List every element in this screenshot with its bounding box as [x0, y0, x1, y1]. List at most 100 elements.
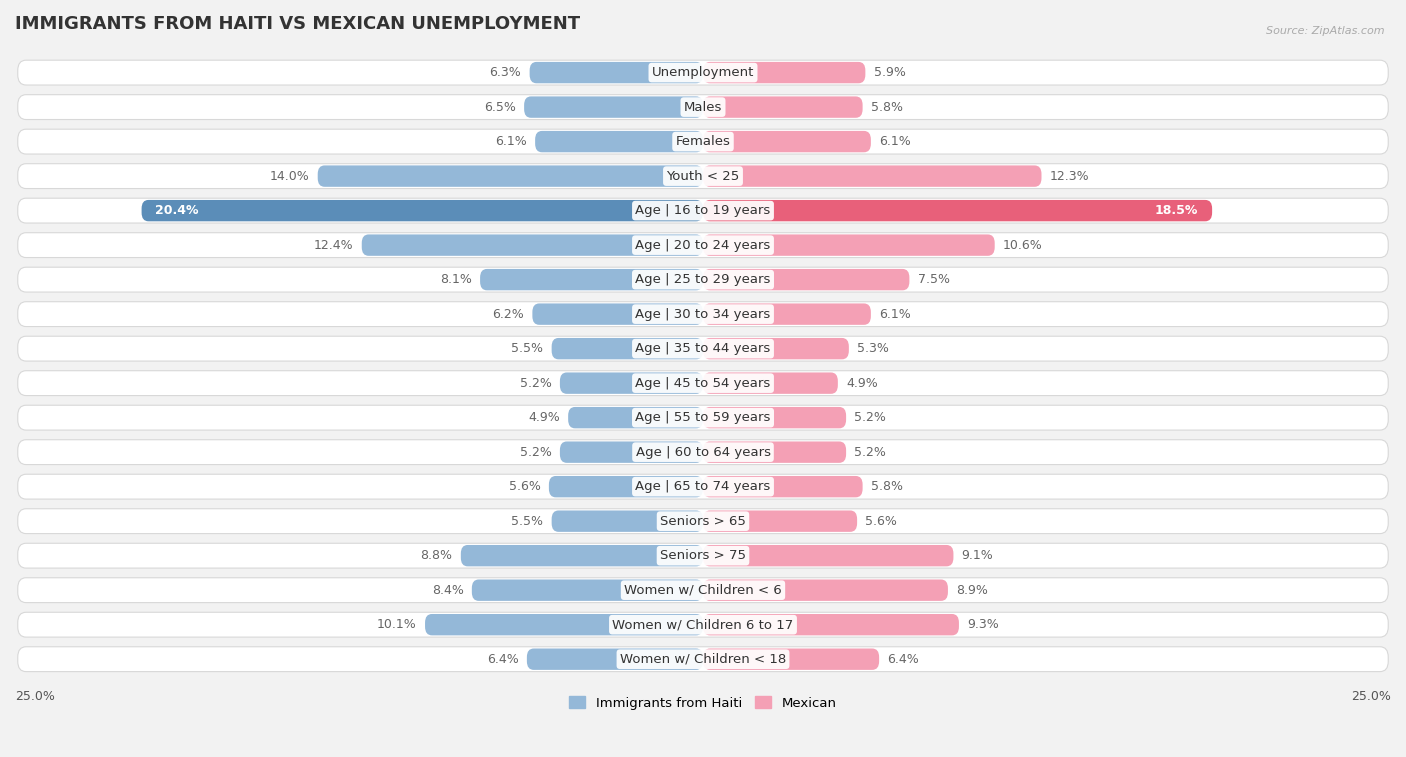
FancyBboxPatch shape: [18, 95, 1388, 120]
Text: Females: Females: [675, 135, 731, 148]
Text: 6.4%: 6.4%: [887, 653, 920, 665]
Text: 8.9%: 8.9%: [956, 584, 988, 597]
Text: 5.8%: 5.8%: [870, 480, 903, 493]
Text: Age | 35 to 44 years: Age | 35 to 44 years: [636, 342, 770, 355]
FancyBboxPatch shape: [703, 304, 870, 325]
Text: Age | 45 to 54 years: Age | 45 to 54 years: [636, 377, 770, 390]
Text: 25.0%: 25.0%: [1351, 690, 1391, 703]
FancyBboxPatch shape: [703, 235, 994, 256]
FancyBboxPatch shape: [361, 235, 703, 256]
Text: 20.4%: 20.4%: [155, 204, 198, 217]
FancyBboxPatch shape: [18, 336, 1388, 361]
FancyBboxPatch shape: [703, 649, 879, 670]
FancyBboxPatch shape: [703, 200, 1212, 221]
Legend: Immigrants from Haiti, Mexican: Immigrants from Haiti, Mexican: [564, 691, 842, 715]
FancyBboxPatch shape: [703, 96, 863, 118]
FancyBboxPatch shape: [703, 441, 846, 463]
Text: Age | 30 to 34 years: Age | 30 to 34 years: [636, 307, 770, 321]
FancyBboxPatch shape: [18, 371, 1388, 396]
FancyBboxPatch shape: [18, 267, 1388, 292]
Text: 5.5%: 5.5%: [512, 515, 543, 528]
FancyBboxPatch shape: [425, 614, 703, 635]
Text: 14.0%: 14.0%: [270, 170, 309, 182]
Text: IMMIGRANTS FROM HAITI VS MEXICAN UNEMPLOYMENT: IMMIGRANTS FROM HAITI VS MEXICAN UNEMPLO…: [15, 15, 581, 33]
FancyBboxPatch shape: [568, 407, 703, 428]
FancyBboxPatch shape: [530, 62, 703, 83]
Text: Age | 25 to 29 years: Age | 25 to 29 years: [636, 273, 770, 286]
Text: Age | 60 to 64 years: Age | 60 to 64 years: [636, 446, 770, 459]
Text: 5.2%: 5.2%: [520, 377, 551, 390]
FancyBboxPatch shape: [18, 612, 1388, 637]
FancyBboxPatch shape: [703, 579, 948, 601]
Text: 5.2%: 5.2%: [855, 446, 886, 459]
Text: 5.3%: 5.3%: [858, 342, 889, 355]
FancyBboxPatch shape: [551, 338, 703, 360]
FancyBboxPatch shape: [703, 62, 865, 83]
FancyBboxPatch shape: [18, 474, 1388, 499]
Text: 4.9%: 4.9%: [846, 377, 877, 390]
FancyBboxPatch shape: [142, 200, 703, 221]
FancyBboxPatch shape: [703, 269, 910, 291]
Text: Males: Males: [683, 101, 723, 114]
Text: 9.3%: 9.3%: [967, 618, 998, 631]
FancyBboxPatch shape: [703, 131, 870, 152]
Text: Age | 65 to 74 years: Age | 65 to 74 years: [636, 480, 770, 493]
FancyBboxPatch shape: [18, 129, 1388, 154]
Text: Source: ZipAtlas.com: Source: ZipAtlas.com: [1267, 26, 1385, 36]
FancyBboxPatch shape: [18, 440, 1388, 465]
FancyBboxPatch shape: [703, 338, 849, 360]
Text: 10.1%: 10.1%: [377, 618, 416, 631]
Text: Seniors > 65: Seniors > 65: [659, 515, 747, 528]
FancyBboxPatch shape: [18, 302, 1388, 326]
Text: 7.5%: 7.5%: [918, 273, 949, 286]
Text: 8.1%: 8.1%: [440, 273, 472, 286]
FancyBboxPatch shape: [536, 131, 703, 152]
Text: Youth < 25: Youth < 25: [666, 170, 740, 182]
Text: Seniors > 75: Seniors > 75: [659, 549, 747, 562]
FancyBboxPatch shape: [560, 372, 703, 394]
Text: 8.8%: 8.8%: [420, 549, 453, 562]
FancyBboxPatch shape: [18, 405, 1388, 430]
FancyBboxPatch shape: [533, 304, 703, 325]
FancyBboxPatch shape: [703, 510, 858, 532]
Text: 6.1%: 6.1%: [879, 307, 911, 321]
Text: 18.5%: 18.5%: [1154, 204, 1198, 217]
FancyBboxPatch shape: [524, 96, 703, 118]
Text: 6.5%: 6.5%: [484, 101, 516, 114]
FancyBboxPatch shape: [18, 198, 1388, 223]
Text: Age | 20 to 24 years: Age | 20 to 24 years: [636, 238, 770, 251]
FancyBboxPatch shape: [318, 166, 703, 187]
FancyBboxPatch shape: [461, 545, 703, 566]
FancyBboxPatch shape: [703, 545, 953, 566]
FancyBboxPatch shape: [560, 441, 703, 463]
Text: 6.1%: 6.1%: [879, 135, 911, 148]
FancyBboxPatch shape: [18, 164, 1388, 188]
Text: 6.4%: 6.4%: [486, 653, 519, 665]
Text: Age | 55 to 59 years: Age | 55 to 59 years: [636, 411, 770, 424]
FancyBboxPatch shape: [703, 614, 959, 635]
FancyBboxPatch shape: [551, 510, 703, 532]
Text: 6.1%: 6.1%: [495, 135, 527, 148]
Text: 5.8%: 5.8%: [870, 101, 903, 114]
Text: 9.1%: 9.1%: [962, 549, 994, 562]
FancyBboxPatch shape: [18, 509, 1388, 534]
FancyBboxPatch shape: [479, 269, 703, 291]
FancyBboxPatch shape: [18, 60, 1388, 85]
FancyBboxPatch shape: [18, 544, 1388, 568]
Text: 10.6%: 10.6%: [1002, 238, 1043, 251]
Text: 5.2%: 5.2%: [520, 446, 551, 459]
FancyBboxPatch shape: [703, 166, 1042, 187]
Text: 8.4%: 8.4%: [432, 584, 464, 597]
Text: Age | 16 to 19 years: Age | 16 to 19 years: [636, 204, 770, 217]
FancyBboxPatch shape: [703, 407, 846, 428]
FancyBboxPatch shape: [472, 579, 703, 601]
Text: Women w/ Children 6 to 17: Women w/ Children 6 to 17: [613, 618, 793, 631]
FancyBboxPatch shape: [18, 578, 1388, 603]
Text: Women w/ Children < 6: Women w/ Children < 6: [624, 584, 782, 597]
Text: 6.2%: 6.2%: [492, 307, 524, 321]
FancyBboxPatch shape: [703, 372, 838, 394]
Text: 5.6%: 5.6%: [509, 480, 541, 493]
Text: 5.6%: 5.6%: [865, 515, 897, 528]
Text: 6.3%: 6.3%: [489, 66, 522, 79]
FancyBboxPatch shape: [703, 476, 863, 497]
